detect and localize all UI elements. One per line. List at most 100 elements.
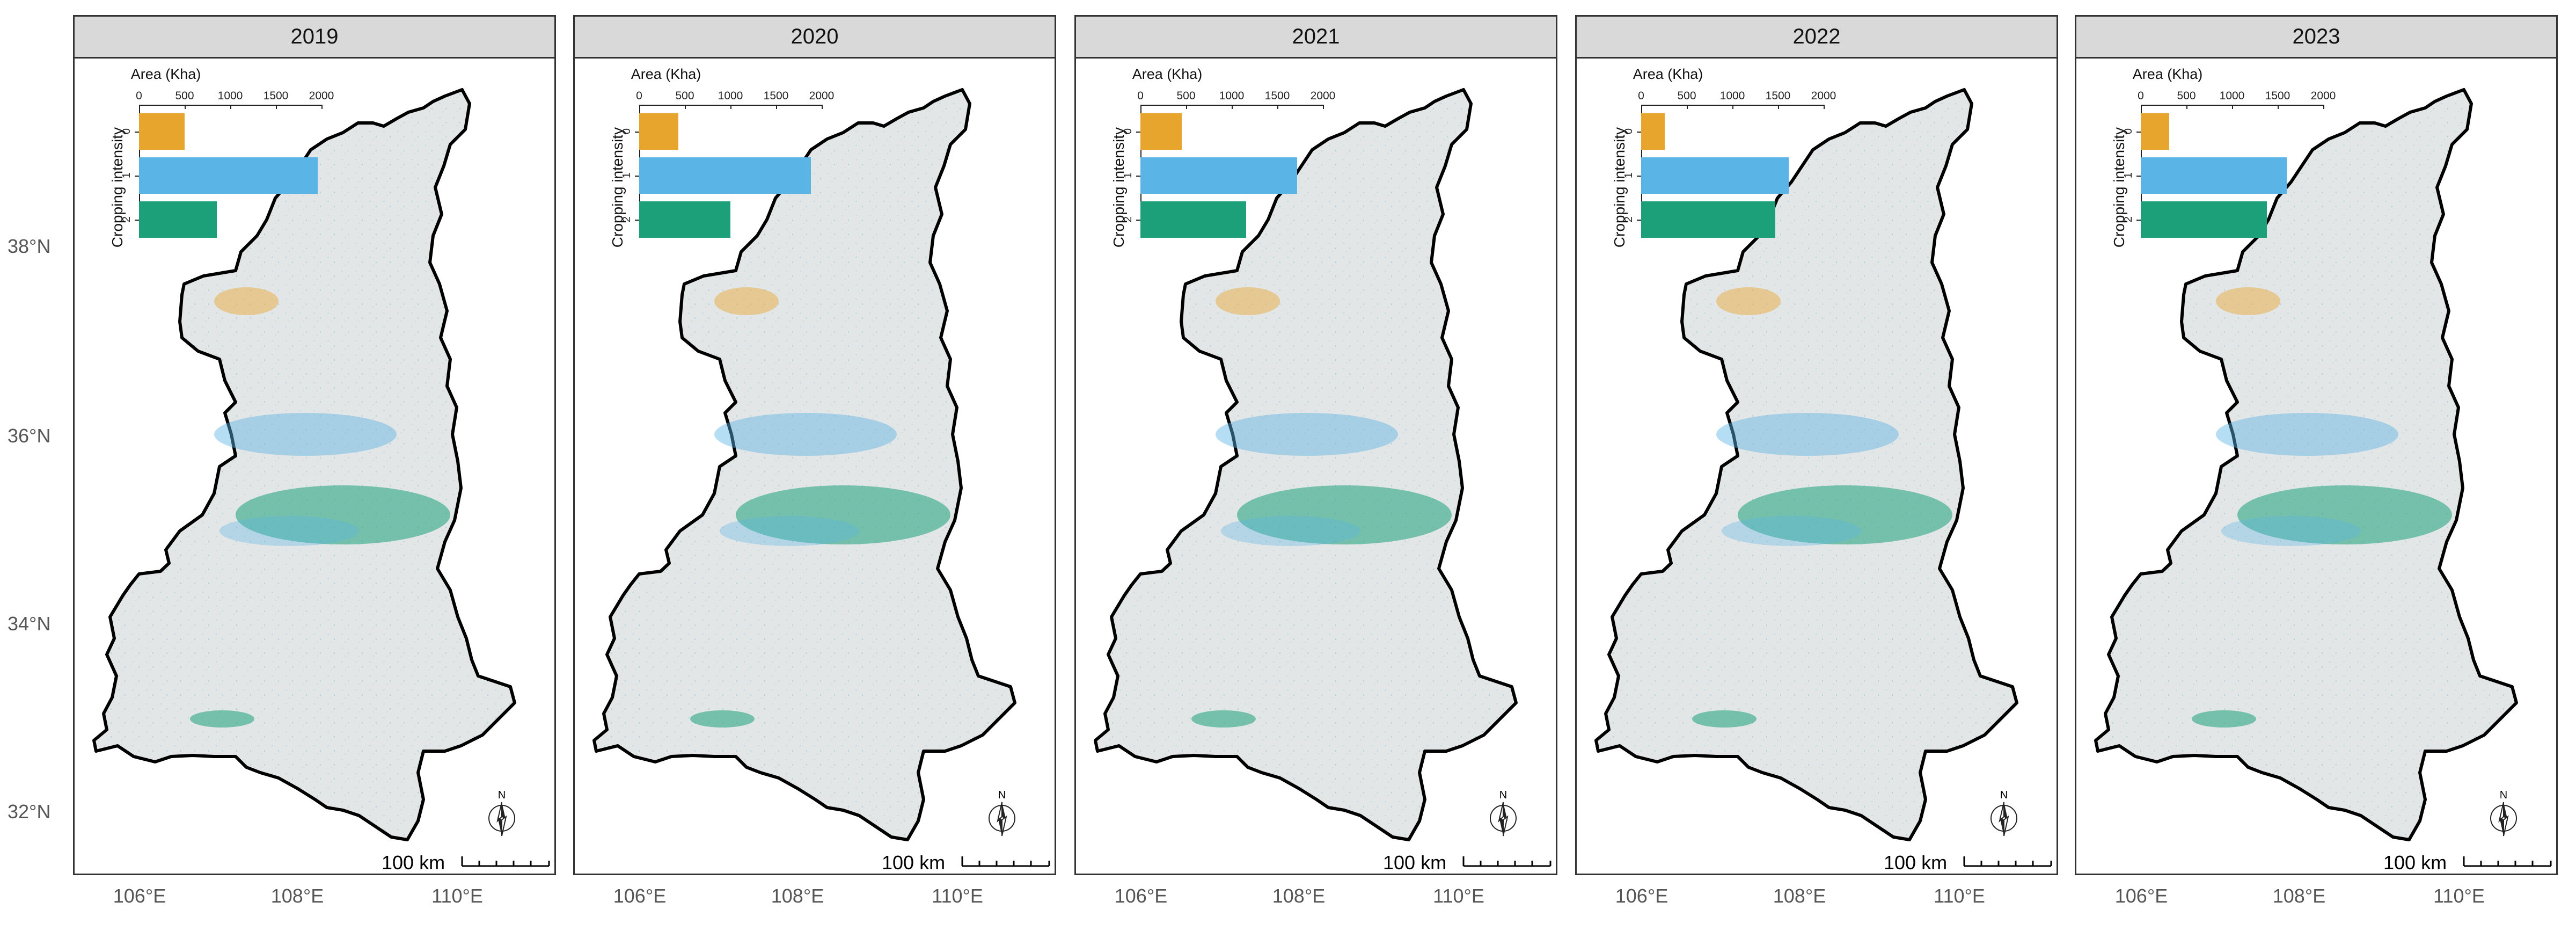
inset-bar bbox=[2141, 157, 2287, 194]
north-arrow: N bbox=[989, 789, 1015, 837]
x-tick-label: 108°E bbox=[1773, 885, 1826, 907]
inset-y-tick bbox=[1136, 220, 1140, 221]
hanzhong-crop-zone bbox=[1191, 710, 1256, 728]
fallow-zone bbox=[714, 287, 779, 315]
x-tick-label: 108°E bbox=[2272, 885, 2326, 907]
inset-y-label: Cropping intensity bbox=[609, 127, 626, 248]
inset-y-tick bbox=[1136, 176, 1140, 177]
province-map: N bbox=[2094, 88, 2552, 867]
scale-label: 100 km bbox=[1884, 852, 1948, 874]
inset-bar bbox=[1140, 201, 1247, 238]
inset-x-tick bbox=[1186, 105, 1187, 109]
y-tick-38: 38°N bbox=[8, 235, 51, 257]
inset-x-tick-label: 500 bbox=[175, 90, 194, 102]
inset-x-tick-label: 1000 bbox=[1219, 90, 1245, 102]
inset-y-tick bbox=[635, 176, 639, 177]
inset-y-label: Cropping intensity bbox=[109, 127, 126, 248]
inset-bar-chart: Area (Kha) 0 500 1000 1500 2000 bbox=[2098, 66, 2336, 270]
inset-y-tick bbox=[135, 220, 139, 221]
north-arrow: N bbox=[1490, 789, 1517, 837]
inset-x-tick-label: 500 bbox=[675, 90, 694, 102]
double-crop-zone bbox=[736, 485, 950, 544]
inset-bar-chart: Area (Kha) 0 500 1000 1500 2000 bbox=[596, 66, 834, 270]
inset-x-tick bbox=[1641, 105, 1642, 109]
inset-title: Area (Kha) bbox=[1132, 66, 1203, 82]
double-crop-zone bbox=[1738, 485, 1952, 544]
scale-label: 100 km bbox=[1383, 852, 1447, 874]
inset-x-tick-label: 1000 bbox=[2219, 90, 2245, 102]
inset-x-tick-label: 2000 bbox=[1310, 90, 1336, 102]
x-tick-label: 110°E bbox=[1433, 885, 1484, 907]
x-tick-label: 110°E bbox=[2433, 885, 2485, 907]
panel-header: 2020 bbox=[575, 17, 1055, 59]
province-outline bbox=[92, 88, 516, 841]
inset-x-tick bbox=[1277, 105, 1278, 109]
inset-x-tick bbox=[276, 105, 277, 109]
scale-bar bbox=[461, 856, 550, 867]
x-tick-label: 108°E bbox=[771, 885, 824, 907]
panel-year: 2020 bbox=[791, 25, 839, 48]
inset-x-tick-label: 2000 bbox=[2310, 90, 2336, 102]
scale-label: 100 km bbox=[382, 852, 445, 874]
single-crop-zone-south bbox=[1722, 516, 1861, 546]
single-crop-zone-south bbox=[720, 516, 859, 546]
x-tick-label: 110°E bbox=[932, 885, 983, 907]
inset-x-tick bbox=[1824, 105, 1825, 109]
province-outline bbox=[1594, 88, 2018, 841]
fallow-zone bbox=[1716, 287, 1781, 315]
inset-x-tick-label: 1000 bbox=[718, 90, 743, 102]
inset-title: Area (Kha) bbox=[130, 66, 201, 82]
inset-x-tick bbox=[1323, 105, 1324, 109]
inset-x-tick bbox=[2141, 105, 2142, 109]
inset-title: Area (Kha) bbox=[1633, 66, 1703, 82]
inset-x-tick-label: 500 bbox=[1677, 90, 1696, 102]
double-crop-zone bbox=[236, 485, 450, 544]
x-tick-label: 106°E bbox=[113, 885, 166, 907]
hanzhong-crop-zone bbox=[2192, 710, 2256, 728]
inset-x-tick-label: 1000 bbox=[217, 90, 243, 102]
north-label: N bbox=[2000, 789, 2008, 801]
panel-year: 2021 bbox=[1292, 25, 1340, 48]
province-outline bbox=[1094, 88, 1518, 841]
hanzhong-crop-zone bbox=[190, 710, 254, 728]
single-crop-zone bbox=[1216, 413, 1398, 456]
x-tick-label: 110°E bbox=[431, 885, 483, 907]
inset-bar bbox=[1641, 113, 1665, 150]
inset-x-tick-label: 1500 bbox=[263, 90, 289, 102]
inset-x-tick-label: 1500 bbox=[1765, 90, 1791, 102]
inset-x-tick bbox=[2186, 105, 2187, 109]
inset-x-tick bbox=[1732, 105, 1733, 109]
inset-y-tick bbox=[1637, 220, 1641, 221]
north-arrow: N bbox=[1990, 789, 2017, 837]
inset-bar bbox=[1641, 201, 1775, 238]
double-crop-zone bbox=[2237, 485, 2452, 544]
inset-x-tick-label: 0 bbox=[2138, 90, 2144, 102]
inset-x-tick bbox=[321, 105, 323, 109]
inset-x-tick bbox=[776, 105, 777, 109]
fallow-zone bbox=[2216, 287, 2280, 315]
x-tick-label: 106°E bbox=[613, 885, 667, 907]
north-label: N bbox=[1499, 789, 1507, 801]
panel-header: 2021 bbox=[1076, 17, 1556, 59]
province-outline bbox=[2094, 88, 2518, 841]
inset-bar-chart: Area (Kha) 0 500 1000 1500 2000 bbox=[1097, 66, 1335, 270]
inset-x-tick bbox=[139, 105, 140, 109]
scale-label: 100 km bbox=[882, 852, 946, 874]
inset-bar bbox=[1140, 157, 1298, 194]
inset-x-tick-label: 2000 bbox=[1811, 90, 1836, 102]
inset-x-tick bbox=[2323, 105, 2324, 109]
inset-x-tick-label: 2000 bbox=[309, 90, 334, 102]
inset-bar bbox=[2141, 113, 2169, 150]
province-map: N bbox=[92, 88, 550, 867]
hanzhong-crop-zone bbox=[690, 710, 755, 728]
inset-x-tick bbox=[1687, 105, 1688, 109]
inset-x-tick bbox=[1232, 105, 1233, 109]
single-crop-zone-south bbox=[2221, 516, 2361, 546]
north-label: N bbox=[498, 789, 506, 801]
fallow-zone bbox=[214, 287, 279, 315]
inset-y-tick bbox=[135, 176, 139, 177]
inset-x-tick-label: 500 bbox=[2177, 90, 2196, 102]
inset-y-tick bbox=[135, 132, 139, 133]
panel-header: 2023 bbox=[2076, 17, 2556, 59]
inset-bar-chart: Area (Kha) 0 500 1000 1500 2000 bbox=[1598, 66, 1836, 270]
